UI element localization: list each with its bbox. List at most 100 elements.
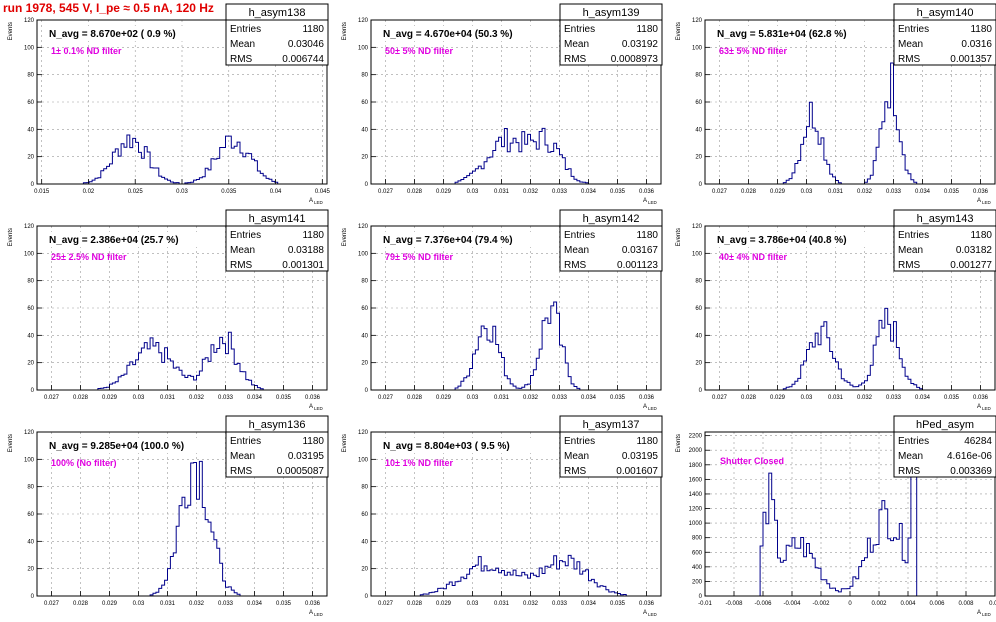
- stat-label: Entries: [564, 230, 595, 241]
- histogram-panel-h_asym138: 0.015 0.02 0.025 0.03 0.035 0.04 0.045 0 20 40 60 8…: [8, 3, 331, 205]
- y-tick-label: 40: [695, 333, 702, 339]
- stat-value: 0.003369: [950, 466, 992, 477]
- stat-label: RMS: [898, 466, 921, 477]
- stat-label: Entries: [564, 24, 595, 35]
- y-axis-label: Events: [8, 228, 14, 246]
- x-tick-label: 0.033: [218, 601, 234, 607]
- x-tick-label: 0.027: [378, 601, 394, 607]
- stat-label: Entries: [230, 436, 261, 447]
- y-tick-label: 40: [361, 127, 368, 133]
- stat-label: Entries: [898, 230, 929, 241]
- stats-box: h_asym136 Entries 1180 Mean 0.03195 RMS 0.0005…: [225, 415, 329, 478]
- x-tick-label: 0.036: [305, 601, 321, 607]
- stats-box-body: [559, 19, 663, 66]
- y-tick-label: 60: [27, 100, 34, 106]
- filter-annotation: 50± 5% ND filter: [385, 46, 453, 56]
- x-tick-label: 0.03: [467, 601, 479, 607]
- y-tick-label: 0: [31, 594, 35, 600]
- stat-value: 1180: [302, 436, 324, 447]
- y-axis-label: Events: [8, 434, 14, 452]
- x-tick-label: 0.045: [315, 189, 331, 195]
- x-tick-label: 0.031: [494, 189, 510, 195]
- stat-value: 1180: [636, 436, 658, 447]
- y-tick-label: 40: [361, 333, 368, 339]
- stat-label: Mean: [564, 451, 589, 462]
- y-tick-label: 1400: [689, 492, 703, 498]
- x-tick-label: 0.034: [581, 189, 597, 195]
- y-tick-label: 0: [365, 388, 369, 394]
- y-tick-label: 120: [24, 224, 35, 230]
- x-tick-label: 0.027: [712, 189, 728, 195]
- y-tick-label: 80: [361, 485, 368, 491]
- y-tick-label: 20: [27, 567, 34, 573]
- y-tick-label: 0: [699, 594, 703, 600]
- y-tick-label: 40: [27, 127, 34, 133]
- y-axis-label: Events: [676, 228, 682, 246]
- x-tick-label: 0.032: [523, 395, 539, 401]
- x-tick-label: 0.031: [828, 395, 844, 401]
- histogram-name: h_asym141: [249, 213, 306, 225]
- y-tick-label: 1800: [689, 463, 703, 469]
- x-tick-label: 0.031: [828, 189, 844, 195]
- stat-value: 0.0316: [961, 39, 992, 50]
- stat-label: Entries: [898, 24, 929, 35]
- x-tick-label: 0.028: [407, 395, 423, 401]
- stat-value: 46284: [964, 436, 992, 447]
- x-axis-label: A: [977, 198, 981, 204]
- filter-annotation: 63± 5% ND filter: [719, 46, 787, 56]
- stat-label: Mean: [898, 245, 923, 256]
- x-tick-label: 0.028: [741, 189, 757, 195]
- y-tick-label: 20: [361, 567, 368, 573]
- navg-title-box: N_avg = 8.670e+02 ( 0.9 %): [42, 26, 214, 41]
- y-tick-label: 400: [692, 565, 703, 571]
- navg-title: N_avg = 8.804e+03 ( 9.5 %): [383, 441, 510, 452]
- y-tick-label: 20: [361, 361, 368, 367]
- stat-value: 0.03195: [288, 451, 325, 462]
- x-tick-label: 0.03: [801, 395, 813, 401]
- x-tick-label: 0.032: [857, 395, 873, 401]
- x-tick-label: 0.034: [247, 601, 263, 607]
- stats-box-body: [559, 225, 663, 272]
- y-tick-label: 60: [27, 306, 34, 312]
- x-tick-label: 0.03: [176, 189, 188, 195]
- x-tick-label: 0.031: [160, 601, 176, 607]
- y-tick-label: 0: [365, 594, 369, 600]
- navg-title: N_avg = 3.786e+04 (40.8 %): [717, 235, 847, 246]
- x-tick-label: 0.028: [73, 395, 89, 401]
- x-tick-label: 0.034: [581, 601, 597, 607]
- navg-title: N_avg = 5.831e+04 (62.8 %): [717, 29, 847, 40]
- stats-box: h_asym137 Entries 1180 Mean 0.03195 RMS 0.0016…: [559, 415, 663, 478]
- y-tick-label: 100: [692, 45, 703, 51]
- x-tick-label: 0.01: [989, 601, 996, 607]
- stats-box-body: [893, 225, 996, 272]
- y-tick-label: 40: [27, 333, 34, 339]
- y-tick-label: 1000: [689, 521, 703, 527]
- stat-value: 4.616e-06: [947, 451, 992, 462]
- x-axis-label: A: [309, 198, 313, 204]
- stats-box-body: [559, 431, 663, 478]
- stat-label: Entries: [230, 230, 261, 241]
- histogram-panel-h_asym143: 0.027 0.028 0.029 0.03 0.031 0.032 0.033 0.034 0…: [676, 209, 996, 411]
- x-tick-label: 0.036: [973, 395, 989, 401]
- x-tick-label: 0: [848, 601, 852, 607]
- stat-label: Mean: [898, 39, 923, 50]
- stat-label: Mean: [564, 245, 589, 256]
- y-axis-label: Events: [676, 434, 682, 452]
- navg-title-box: N_avg = 9.285e+04 (100.0 %): [42, 438, 214, 453]
- y-tick-label: 120: [358, 18, 369, 24]
- y-tick-label: 20: [695, 155, 702, 161]
- stat-label: RMS: [898, 260, 921, 271]
- navg-title-bg: [42, 26, 214, 41]
- navg-title-box: N_avg = 8.804e+03 ( 9.5 %): [376, 438, 548, 453]
- x-tick-label: -0.004: [783, 601, 801, 607]
- y-tick-label: 60: [361, 100, 368, 106]
- y-tick-label: 80: [695, 73, 702, 79]
- x-axis-label: A: [977, 404, 981, 410]
- y-tick-label: 120: [24, 18, 35, 24]
- x-tick-label: 0.029: [770, 395, 786, 401]
- histogram-name: h_asym140: [917, 7, 974, 19]
- y-tick-label: 120: [358, 430, 369, 436]
- navg-title-box: N_avg = 4.670e+04 (50.3 %): [376, 26, 548, 41]
- stats-box-body: [893, 431, 996, 478]
- y-tick-label: 120: [692, 18, 703, 24]
